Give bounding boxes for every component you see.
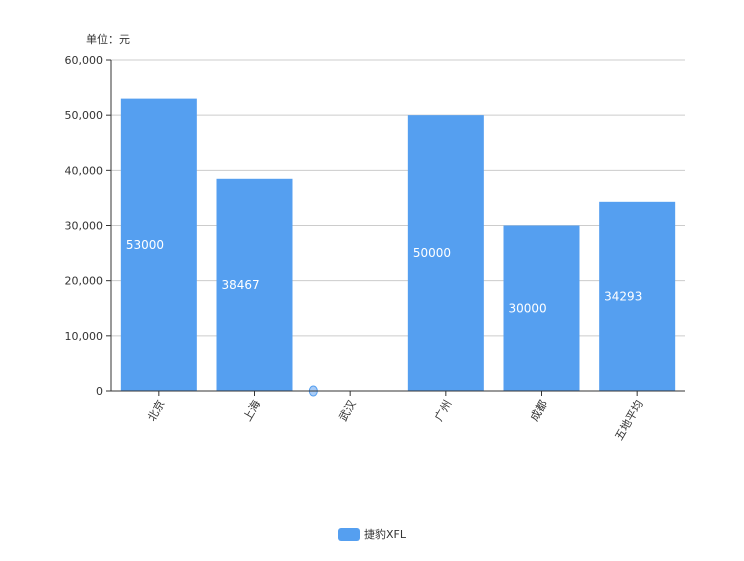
y-tick-label: 60,000 xyxy=(65,54,104,67)
y-tick-label: 30,000 xyxy=(65,220,104,233)
x-tick-label: 广州 xyxy=(432,398,454,424)
y-tick-label: 40,000 xyxy=(65,164,104,177)
bar xyxy=(407,115,484,392)
y-tick-label: 0 xyxy=(96,385,103,398)
bar-data-label: 53000 xyxy=(126,238,164,252)
x-tick-label: 上海 xyxy=(240,398,263,424)
y-tick-label: 20,000 xyxy=(65,275,104,288)
legend-label: 捷豹XFL xyxy=(364,528,406,541)
bar xyxy=(599,201,676,391)
bar-data-label: 34293 xyxy=(604,289,642,303)
bar xyxy=(120,98,197,391)
bar-data-label: 30000 xyxy=(509,301,547,315)
x-tick-label: 北京 xyxy=(144,398,167,424)
y-tick-label: 50,000 xyxy=(65,109,104,122)
legend: 捷豹XFL xyxy=(0,526,744,544)
bar-data-label: 50000 xyxy=(413,246,451,260)
unit-label: 单位：元 xyxy=(86,33,130,46)
y-tick-label: 10,000 xyxy=(65,330,104,343)
bar xyxy=(503,225,580,391)
bar-data-label: 38467 xyxy=(222,278,260,292)
x-tick-label: 成都 xyxy=(528,398,550,424)
x-tick-label: 五地平均 xyxy=(613,398,646,443)
legend-swatch xyxy=(338,527,360,541)
bar xyxy=(216,178,293,391)
legend-item[interactable]: 捷豹XFL xyxy=(338,526,406,542)
x-tick-label: 武汉 xyxy=(337,398,359,424)
